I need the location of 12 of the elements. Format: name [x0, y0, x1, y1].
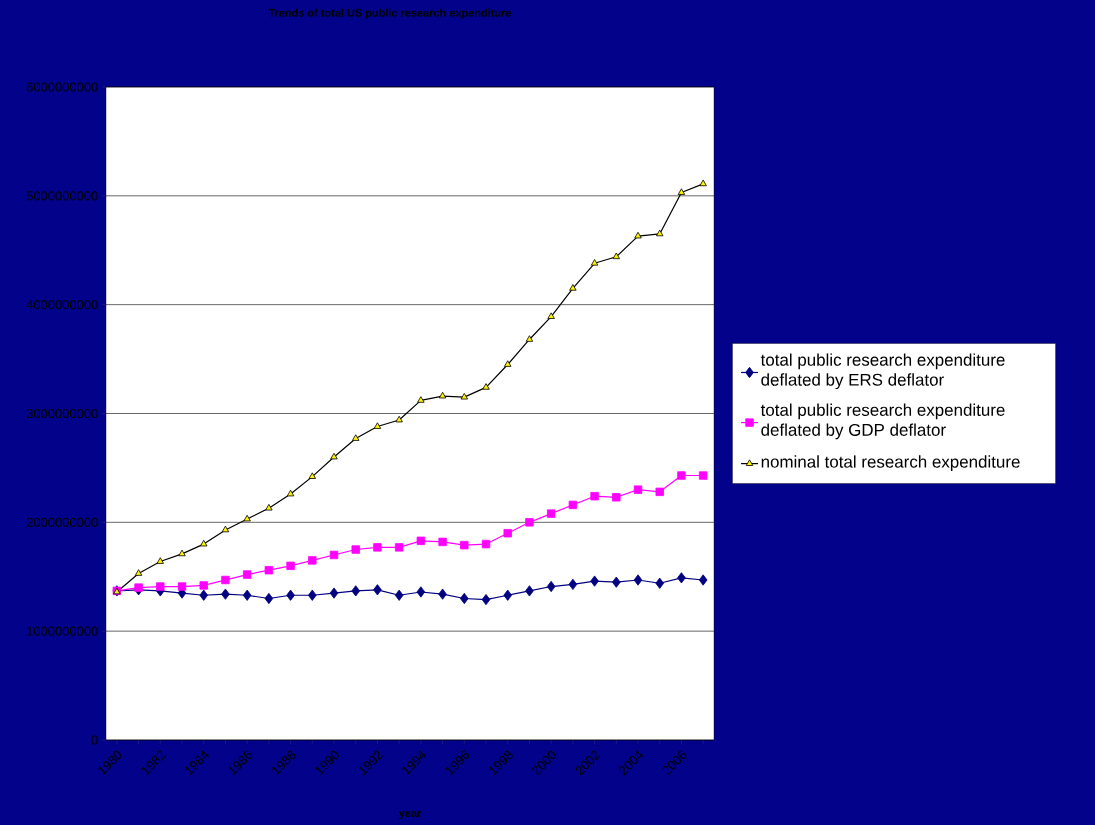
chart-title: Trends of total US public research expenditure [268, 8, 512, 19]
y-tick-label: 3000000000 [26, 408, 98, 419]
y-tick-label: 6000000000 [26, 82, 98, 92]
y-tick-label: 0 [91, 735, 98, 745]
legend-label: total public research expenditure deflated by ERS deflator [760, 353, 1005, 390]
y-tick-label: 2000000000 [26, 517, 98, 527]
y-tick-label: 1000000000 [27, 626, 98, 636]
x-axis-title: year [398, 810, 422, 820]
legend-label: total public research expenditure deflated by GDP deflator [760, 403, 1005, 440]
y-tick-label: 4000000000 [26, 300, 98, 310]
y-tick-label: 5000000000 [26, 191, 98, 201]
legend-label: nominal total research expenditure [761, 455, 1020, 472]
